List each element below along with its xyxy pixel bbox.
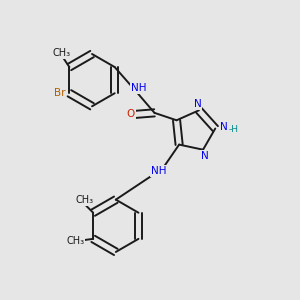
- Text: N: N: [194, 99, 201, 109]
- Text: -H: -H: [228, 124, 238, 134]
- Text: NH: NH: [131, 83, 147, 94]
- Text: N: N: [220, 122, 228, 132]
- Text: CH₃: CH₃: [75, 195, 93, 205]
- Text: N: N: [201, 151, 208, 161]
- Text: Br: Br: [54, 88, 66, 98]
- Text: NH: NH: [151, 166, 166, 176]
- Text: CH₃: CH₃: [53, 48, 71, 58]
- Text: O: O: [127, 109, 135, 119]
- Text: CH₃: CH₃: [66, 236, 84, 246]
